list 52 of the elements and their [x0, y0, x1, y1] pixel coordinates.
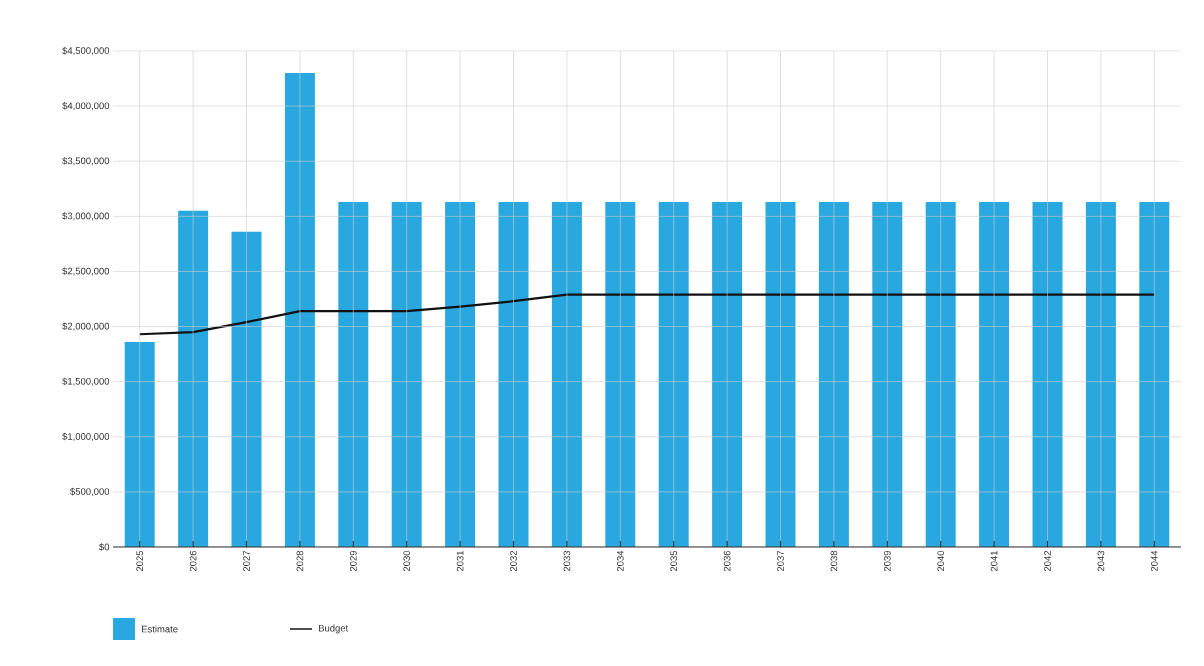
legend-label: Estimate: [141, 625, 178, 633]
x-tick-label: 2031: [456, 550, 464, 572]
bar: [1085, 201, 1116, 547]
bar: [231, 231, 262, 547]
bar: [979, 201, 1010, 547]
bar: [925, 201, 956, 547]
x-tick-label: 2039: [883, 550, 891, 572]
x-tick-label: 2037: [777, 550, 784, 572]
y-tick-label: $2,000,000: [62, 322, 110, 331]
x-tick-label: 2032: [510, 550, 517, 572]
bar: [1032, 201, 1063, 547]
y-tick-label: $2,500,000: [62, 267, 110, 276]
bar: [124, 341, 155, 547]
bar: [1139, 201, 1170, 547]
legend-label: Budget: [318, 624, 349, 634]
bar: [178, 210, 209, 547]
x-tick-label: 2036: [723, 550, 731, 572]
y-tick-label: $3,000,000: [62, 212, 110, 221]
x-tick-label: 2033: [563, 550, 571, 572]
bar: [658, 201, 689, 547]
x-tick-label: 2038: [830, 550, 838, 572]
x-tick-label: 2043: [1097, 550, 1105, 572]
x-tick-label: 2035: [670, 550, 678, 572]
y-tick-label: $500,000: [70, 487, 110, 496]
x-tick-label: 2040: [937, 550, 945, 572]
bar: [605, 201, 636, 547]
x-tick-label: 2026: [189, 550, 197, 572]
y-tick-label: $3,500,000: [62, 157, 110, 166]
x-tick-label: 2030: [403, 550, 411, 572]
bar: [712, 201, 743, 547]
bar: [338, 201, 369, 547]
bar: [391, 201, 422, 547]
y-tick-label: $0: [99, 543, 110, 551]
bar: [284, 73, 315, 547]
y-tick-label: $1,500,000: [62, 377, 110, 386]
y-tick-label: $4,000,000: [62, 101, 110, 111]
bar: [818, 201, 849, 547]
x-tick-label: 2028: [296, 550, 304, 572]
x-tick-label: 2025: [136, 550, 144, 572]
x-tick-label: 2029: [349, 550, 357, 572]
x-tick-label: 2027: [243, 550, 250, 572]
bar: [498, 201, 529, 547]
bar: [765, 201, 796, 547]
bar: [872, 201, 903, 547]
x-tick-label: 2044: [1150, 550, 1158, 572]
y-tick-label: $4,500,000: [62, 46, 110, 56]
bar: [551, 201, 582, 547]
bar: [445, 201, 476, 547]
y-tick-label: $1,000,000: [62, 432, 110, 441]
x-tick-label: 2034: [616, 550, 624, 572]
x-tick-label: 2042: [1044, 550, 1051, 572]
x-tick-label: 2041: [990, 550, 998, 572]
